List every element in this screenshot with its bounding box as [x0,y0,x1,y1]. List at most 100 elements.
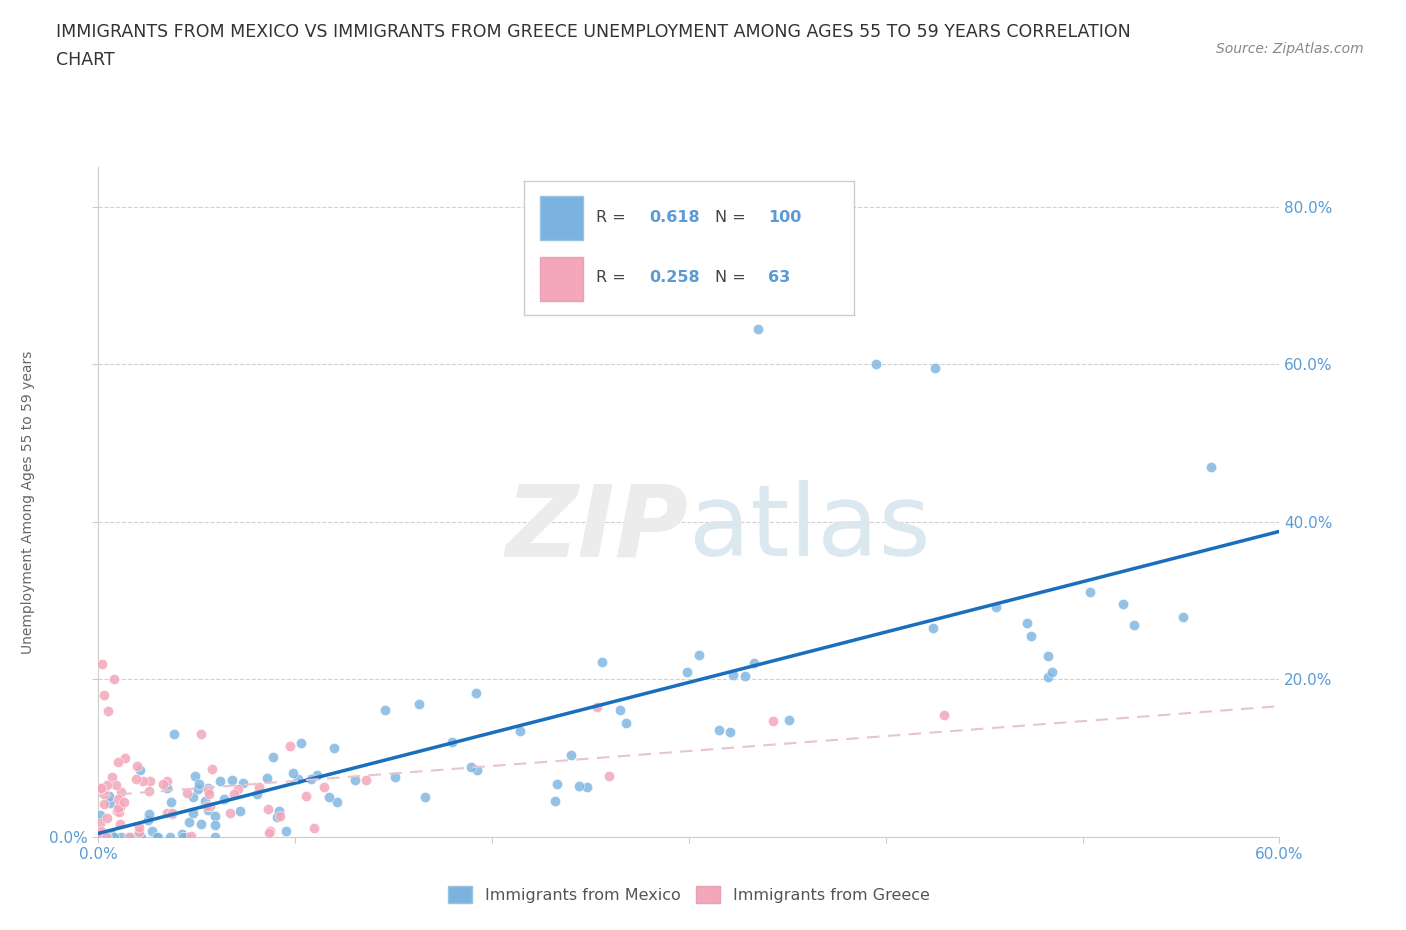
Point [180,829,202,844]
Point [228,781,250,796]
Point [374,702,396,717]
Point [384,769,406,784]
Point [465,685,488,700]
Point [440,734,463,749]
Point [98,789,121,804]
Text: ZIP: ZIP [506,481,689,578]
Point [190,817,212,831]
Point [256,771,278,786]
Point [343,772,366,787]
Point [93,787,115,802]
Point [128,819,150,834]
Point [132,774,155,789]
Point [156,780,179,795]
Point [299,772,322,787]
Point [128,763,150,777]
Point [98,795,121,810]
Point [105,804,128,818]
Point [575,779,598,794]
Point [90,824,112,839]
Point [269,804,291,818]
Point [198,799,221,814]
Point [188,777,211,791]
Point [413,790,436,804]
Point [114,751,136,765]
Point [322,740,344,755]
Point [560,748,582,763]
Point [172,827,194,842]
Point [138,807,160,822]
Point [287,772,309,787]
Point [247,779,270,794]
Y-axis label: Unemployment Among Ages 55 to 59 years: Unemployment Among Ages 55 to 59 years [21,351,35,654]
Point [460,760,482,775]
Point [136,812,159,827]
Point [229,804,252,818]
Point [198,787,221,802]
Point [269,809,291,824]
Point [259,824,281,839]
Point [107,754,129,769]
Point [90,781,112,796]
Point [103,672,125,687]
Point [305,767,328,782]
Point [720,724,742,739]
Point [183,805,205,820]
Point [281,765,304,780]
Point [138,774,160,789]
Point [90,780,112,795]
Point [176,785,198,800]
Point [125,830,148,844]
Point [246,787,269,802]
Point [290,736,312,751]
Point [90,830,112,844]
Point [742,656,765,671]
Point [747,322,769,337]
Point [212,791,235,806]
Point [101,769,124,784]
Point [1171,609,1194,624]
Point [93,796,115,811]
Point [932,707,955,722]
Point [197,782,219,797]
Point [156,805,179,820]
Text: Source: ZipAtlas.com: Source: ZipAtlas.com [1216,42,1364,56]
Point [865,357,887,372]
Point [145,830,167,844]
Point [91,657,114,671]
Text: CHART: CHART [56,51,115,69]
Point [762,713,785,728]
Point [159,830,181,844]
Point [94,830,117,844]
Point [257,802,280,817]
Point [104,777,127,792]
Point [118,830,141,844]
Point [91,830,114,844]
Point [465,763,488,777]
Point [204,808,226,823]
Point [190,726,212,741]
Point [107,804,129,819]
Point [262,750,284,764]
Point [614,715,637,730]
Point [591,655,613,670]
Point [200,762,222,777]
Point [221,772,243,787]
Legend: Immigrants from Mexico, Immigrants from Greece: Immigrants from Mexico, Immigrants from … [441,880,936,910]
Point [924,361,946,376]
Point [232,776,254,790]
Point [509,724,531,738]
Point [110,817,132,831]
Point [676,664,699,679]
Point [156,774,179,789]
Point [103,830,125,844]
Point [146,830,169,844]
Point [195,799,218,814]
Point [96,830,118,844]
Point [107,791,129,806]
Point [181,790,204,804]
Point [194,794,217,809]
Point [295,789,318,804]
Point [110,830,132,844]
Point [568,778,591,793]
